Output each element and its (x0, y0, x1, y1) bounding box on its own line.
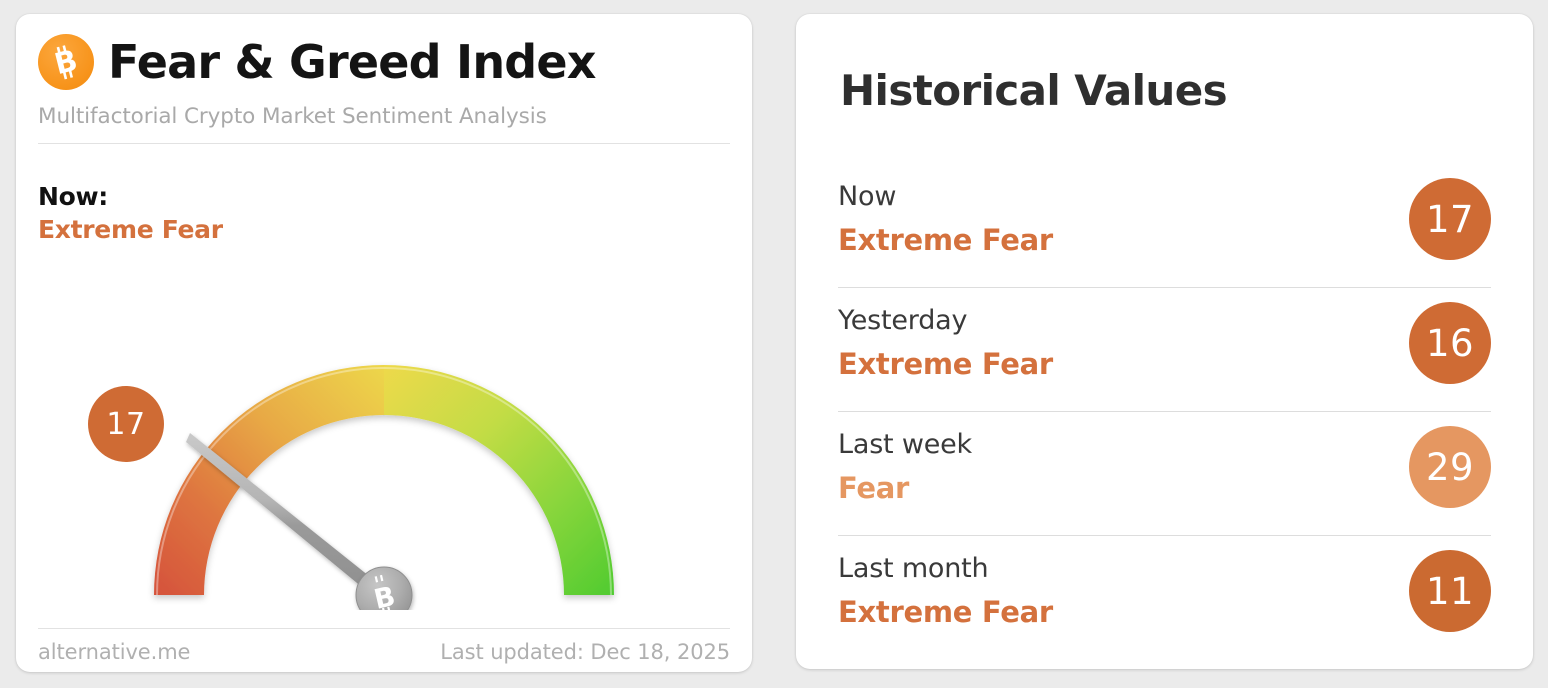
history-row-label: Yesterday (838, 305, 968, 336)
bitcoin-icon: B (38, 34, 94, 90)
history-row-badge: 17 (1409, 178, 1491, 260)
gauge-card-header: B Fear & Greed Index Multifactorial Cryp… (38, 34, 730, 144)
history-row-badge: 11 (1409, 550, 1491, 632)
gauge-value-badge: 17 (88, 386, 164, 462)
footer-divider (38, 628, 730, 629)
gauge-value-text: 17 (106, 406, 146, 442)
now-label: Now: (38, 182, 108, 211)
history-row-badge: 29 (1409, 426, 1491, 508)
history-row-classification: Fear (838, 471, 909, 505)
gauge-needle-hub: B (355, 566, 413, 610)
now-block: Now: Extreme Fear (38, 182, 223, 244)
history-row: Last month Extreme Fear 11 (838, 536, 1491, 660)
header-divider (38, 143, 730, 144)
historical-values-card: Historical Values Now Extreme Fear 17 Ye… (796, 14, 1533, 669)
history-row-classification: Extreme Fear (838, 223, 1053, 257)
gauge-card: B Fear & Greed Index Multifactorial Cryp… (16, 14, 752, 672)
history-row-classification: Extreme Fear (838, 595, 1053, 629)
history-row-value: 17 (1425, 197, 1475, 241)
history-row-value: 11 (1425, 569, 1475, 613)
now-classification: Extreme Fear (38, 214, 223, 244)
fear-greed-gauge: B 17 (38, 250, 730, 610)
history-row-badge: 16 (1409, 302, 1491, 384)
history-row-value: 16 (1425, 321, 1475, 365)
gauge-card-footer: alternative.me Last updated: Dec 18, 202… (38, 640, 730, 664)
history-row: Now Extreme Fear 17 (838, 164, 1491, 288)
history-row: Last week Fear 29 (838, 412, 1491, 536)
history-row-label: Last month (838, 553, 989, 584)
history-row-label: Now (838, 181, 897, 212)
gauge-arc (154, 365, 614, 595)
historical-values-list: Now Extreme Fear 17 Yesterday Extreme Fe… (838, 164, 1491, 660)
last-updated-label: Last updated: Dec 18, 2025 (440, 640, 730, 664)
history-row-label: Last week (838, 429, 972, 460)
source-label[interactable]: alternative.me (38, 640, 191, 664)
history-row-classification: Extreme Fear (838, 347, 1053, 381)
history-row: Yesterday Extreme Fear 16 (838, 288, 1491, 412)
page-subtitle: Multifactorial Crypto Market Sentiment A… (38, 104, 547, 129)
page-title: Fear & Greed Index (108, 35, 596, 89)
title-row: B Fear & Greed Index (38, 34, 730, 90)
history-row-value: 29 (1425, 445, 1475, 489)
gauge-needle (186, 433, 384, 602)
historical-values-title: Historical Values (840, 66, 1228, 115)
